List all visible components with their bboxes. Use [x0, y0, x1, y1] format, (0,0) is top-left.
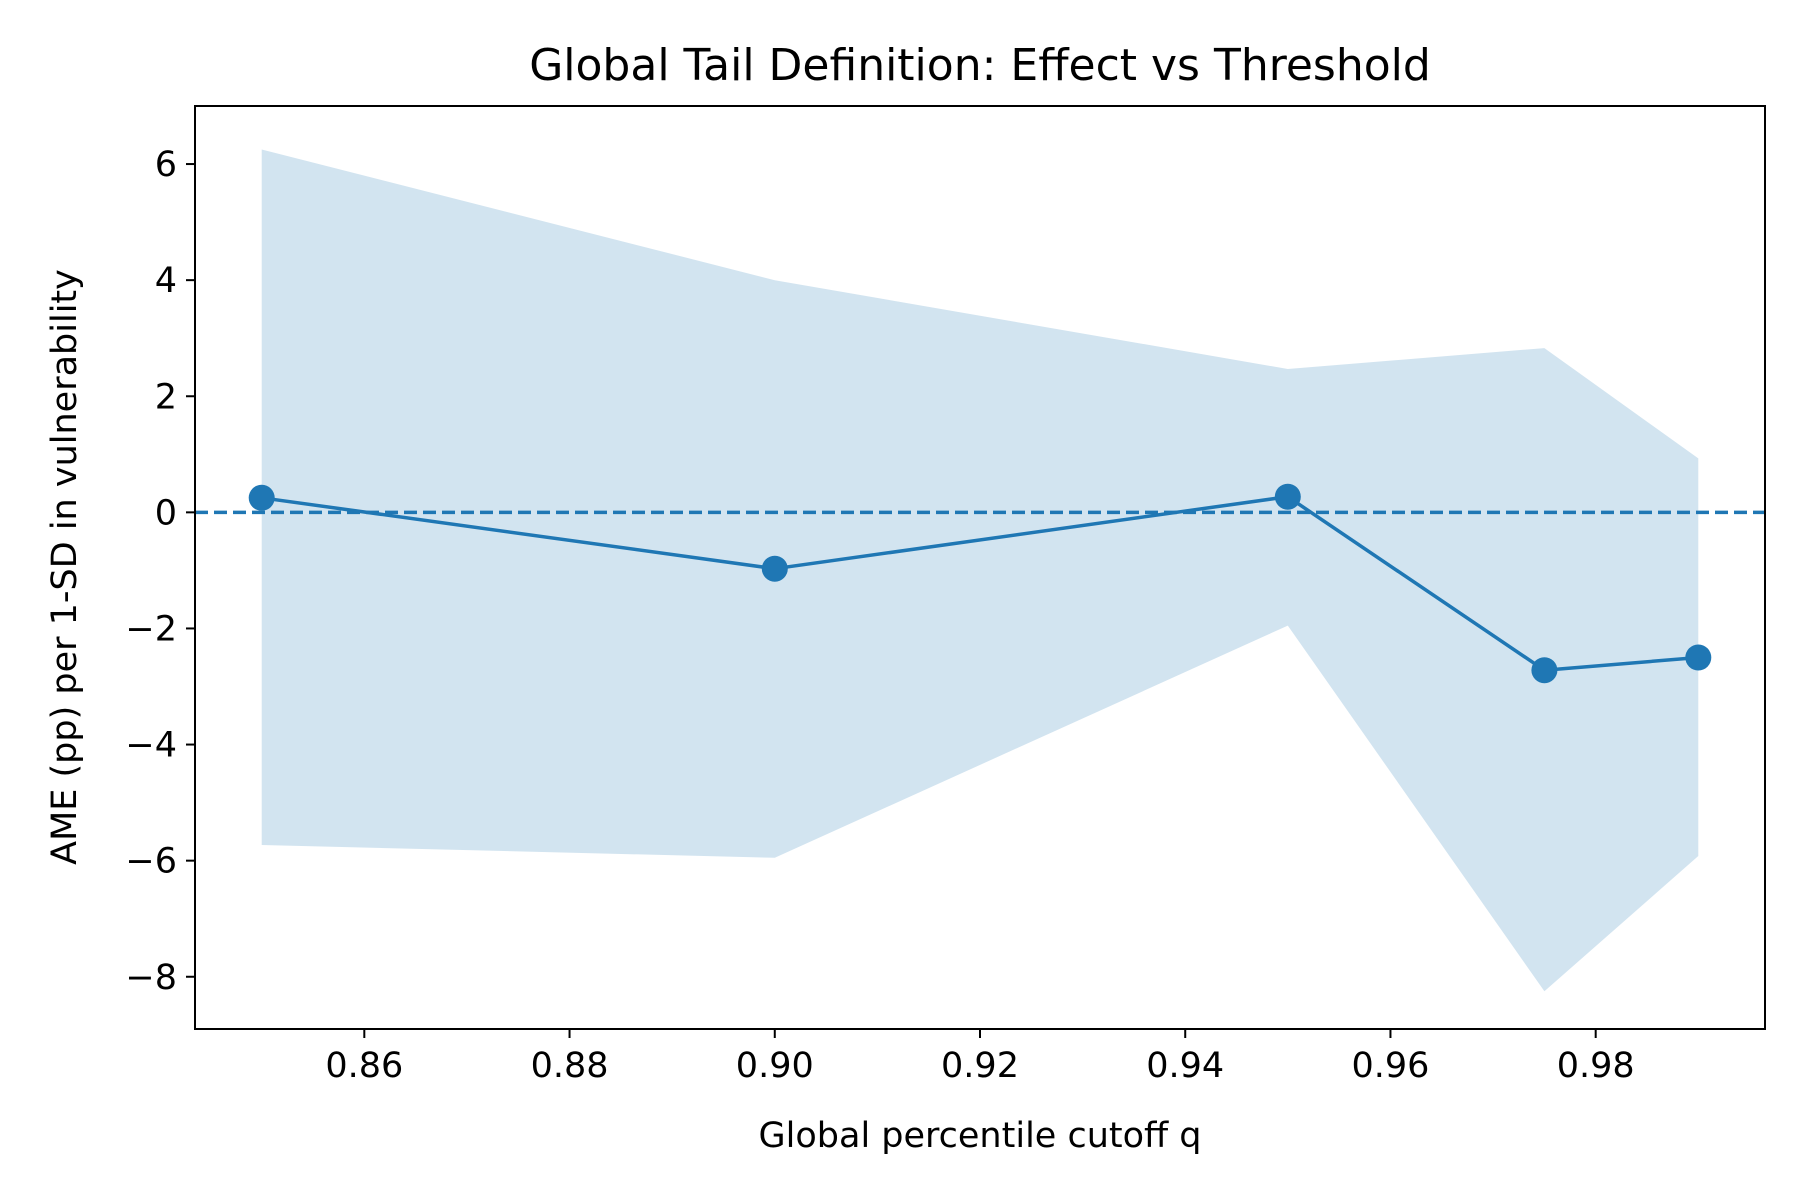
confidence-band-layer	[261, 149, 1699, 992]
data-point	[1274, 483, 1301, 510]
confidence-band	[261, 149, 1699, 992]
y-tick-label: −6	[125, 842, 177, 882]
data-point	[761, 555, 788, 582]
data-point	[1685, 644, 1712, 671]
y-tick-label: 4	[155, 261, 177, 301]
y-axis-label: AME (pp) per 1-SD in vulnerability	[45, 269, 85, 865]
x-tick-label: 0.86	[325, 1046, 403, 1086]
y-axis-ticks: 6 4 2 0 −2 −4 −6 −8	[125, 145, 195, 998]
y-tick-label: 6	[155, 145, 177, 185]
series-points-layer	[248, 483, 1712, 684]
x-axis-ticks: 0.86 0.88 0.90 0.92 0.94 0.96 0.98	[325, 1029, 1635, 1086]
chart-title: Global Tail Definition: Effect vs Thresh…	[529, 40, 1431, 91]
data-point	[1531, 657, 1558, 684]
x-tick-label: 0.96	[1351, 1046, 1429, 1086]
x-tick-label: 0.92	[941, 1046, 1019, 1086]
y-tick-label: −2	[125, 609, 177, 649]
y-tick-label: 0	[155, 493, 177, 533]
x-tick-label: 0.88	[531, 1046, 609, 1086]
y-tick-label: 2	[155, 377, 177, 417]
y-tick-label: −8	[125, 958, 177, 998]
data-point	[248, 484, 275, 511]
x-tick-label: 0.90	[736, 1046, 814, 1086]
x-tick-label: 0.94	[1146, 1046, 1224, 1086]
y-tick-label: −4	[125, 726, 177, 766]
x-axis-label: Global percentile cutoff q	[759, 1116, 1202, 1156]
x-tick-label: 0.98	[1557, 1046, 1635, 1086]
